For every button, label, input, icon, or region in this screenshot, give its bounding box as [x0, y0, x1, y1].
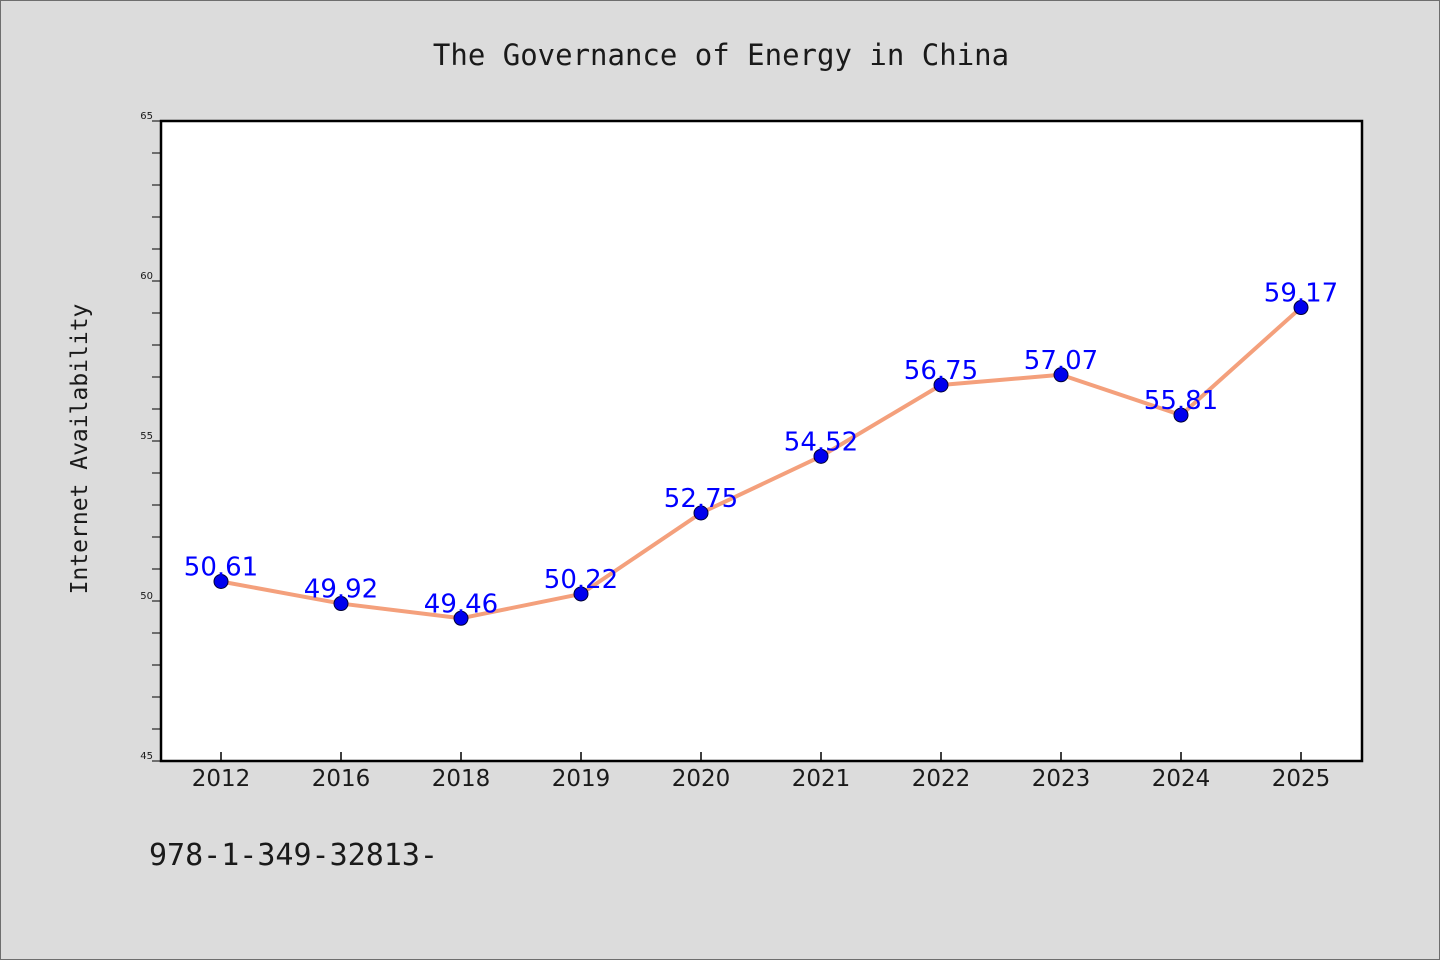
- x-axis-ticks: 2012 2016 2018 2019 2020 2021 2022 2023 2024 2025: [192, 752, 1331, 792]
- x-tick-label: 2024: [1152, 766, 1211, 792]
- data-label: 54.52: [784, 427, 858, 457]
- data-label: 50.61: [184, 552, 258, 582]
- plot-area: [159, 119, 1364, 763]
- y-tick-label: 60: [140, 271, 153, 282]
- data-series: 50.61 49.92 49.46 50.22 52.75 54.52 56.75 57.07…: [184, 279, 1338, 626]
- data-label: 49.46: [424, 589, 498, 619]
- y-tick-label: 55: [140, 431, 153, 442]
- data-point-marker: [933, 377, 949, 393]
- data-point-marker: [453, 610, 469, 626]
- data-label: 57.07: [1024, 346, 1098, 376]
- data-point-marker: [573, 586, 589, 602]
- x-tick-label: 2019: [552, 766, 611, 792]
- data-point-marker: [1173, 407, 1189, 423]
- chart-title: The Governance of Energy in China: [433, 38, 1009, 72]
- series-line: [219, 305, 1303, 621]
- x-tick-label: 2020: [672, 766, 731, 792]
- data-label: 49.92: [304, 575, 378, 605]
- data-point-marker: [813, 448, 829, 464]
- x-tick-label: 2012: [192, 766, 251, 792]
- data-point-marker: [693, 505, 709, 521]
- data-label: 59.17: [1264, 279, 1338, 309]
- footer-text: 978-1-349-32813-: [149, 838, 438, 873]
- data-point-marker: [1053, 367, 1069, 383]
- x-tick-label: 2016: [312, 766, 371, 792]
- y-tick-label: 45: [140, 751, 153, 762]
- x-tick-label: 2021: [792, 766, 851, 792]
- data-label: 50.22: [544, 565, 618, 595]
- data-point-marker: [333, 596, 349, 612]
- data-point-marker: [213, 573, 229, 589]
- data-label: 55.81: [1144, 386, 1218, 416]
- x-tick-label: 2023: [1032, 766, 1091, 792]
- data-label: 56.75: [904, 356, 978, 386]
- data-point-marker: [1293, 300, 1309, 316]
- x-tick-label: 2025: [1272, 766, 1331, 792]
- data-label: 52.75: [664, 484, 738, 514]
- x-tick-label: 2018: [432, 766, 491, 792]
- y-tick-label: 50: [140, 591, 153, 602]
- y-axis-ticks: 45 50 55 60 65: [140, 111, 161, 762]
- x-tick-label: 2022: [912, 766, 971, 792]
- y-tick-label: 65: [140, 111, 153, 122]
- y-axis-label: Internet Availability: [67, 304, 93, 595]
